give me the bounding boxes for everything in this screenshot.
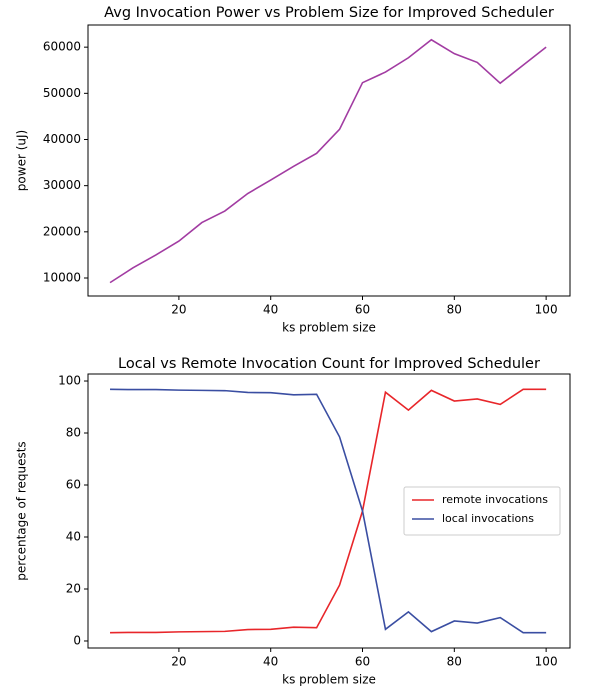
- y-tick-label: 0: [73, 633, 81, 647]
- y-tick-label: 50000: [43, 86, 81, 100]
- y-tick-label: 80: [66, 426, 81, 440]
- y-tick-label: 30000: [43, 178, 81, 192]
- x-tick-label: 40: [263, 655, 278, 669]
- x-tick-label: 20: [171, 655, 186, 669]
- x-tick-label: 60: [355, 655, 370, 669]
- x-tick-label: 80: [447, 655, 462, 669]
- y-tick-label: 10000: [43, 270, 81, 284]
- y-tick-label: 20000: [43, 224, 81, 238]
- y-tick-label: 60000: [43, 40, 81, 54]
- x-tick-label: 100: [535, 655, 558, 669]
- legend-label: local invocations: [442, 512, 534, 525]
- x-tick-label: 20: [171, 303, 186, 317]
- y-tick-label: 60: [66, 478, 81, 492]
- y-tick-label: 40000: [43, 132, 81, 146]
- y-tick-label: 100: [58, 374, 81, 388]
- chart-title: Avg Invocation Power vs Problem Size for…: [104, 5, 554, 21]
- x-tick-label: 80: [447, 303, 462, 317]
- x-tick-label: 60: [355, 303, 370, 317]
- chart-title: Local vs Remote Invocation Count for Imp…: [118, 356, 540, 372]
- y-axis-label: power (uJ): [15, 130, 29, 191]
- y-axis-label: percentage of requests: [15, 441, 29, 580]
- x-tick-label: 100: [535, 303, 558, 317]
- plot-frame: [87, 373, 571, 649]
- data-line: [109, 38, 547, 284]
- y-tick-label: 40: [66, 529, 81, 543]
- legend-label: remote invocations: [442, 493, 548, 506]
- data-line: [110, 388, 547, 634]
- x-axis-label: ks problem size: [282, 321, 376, 335]
- data-line: [110, 388, 547, 634]
- y-tick-label: 20: [66, 581, 81, 595]
- legend-box: [403, 486, 561, 536]
- x-tick-label: 40: [263, 303, 278, 317]
- x-axis-label: ks problem size: [282, 673, 376, 687]
- plot-frame: [87, 24, 571, 297]
